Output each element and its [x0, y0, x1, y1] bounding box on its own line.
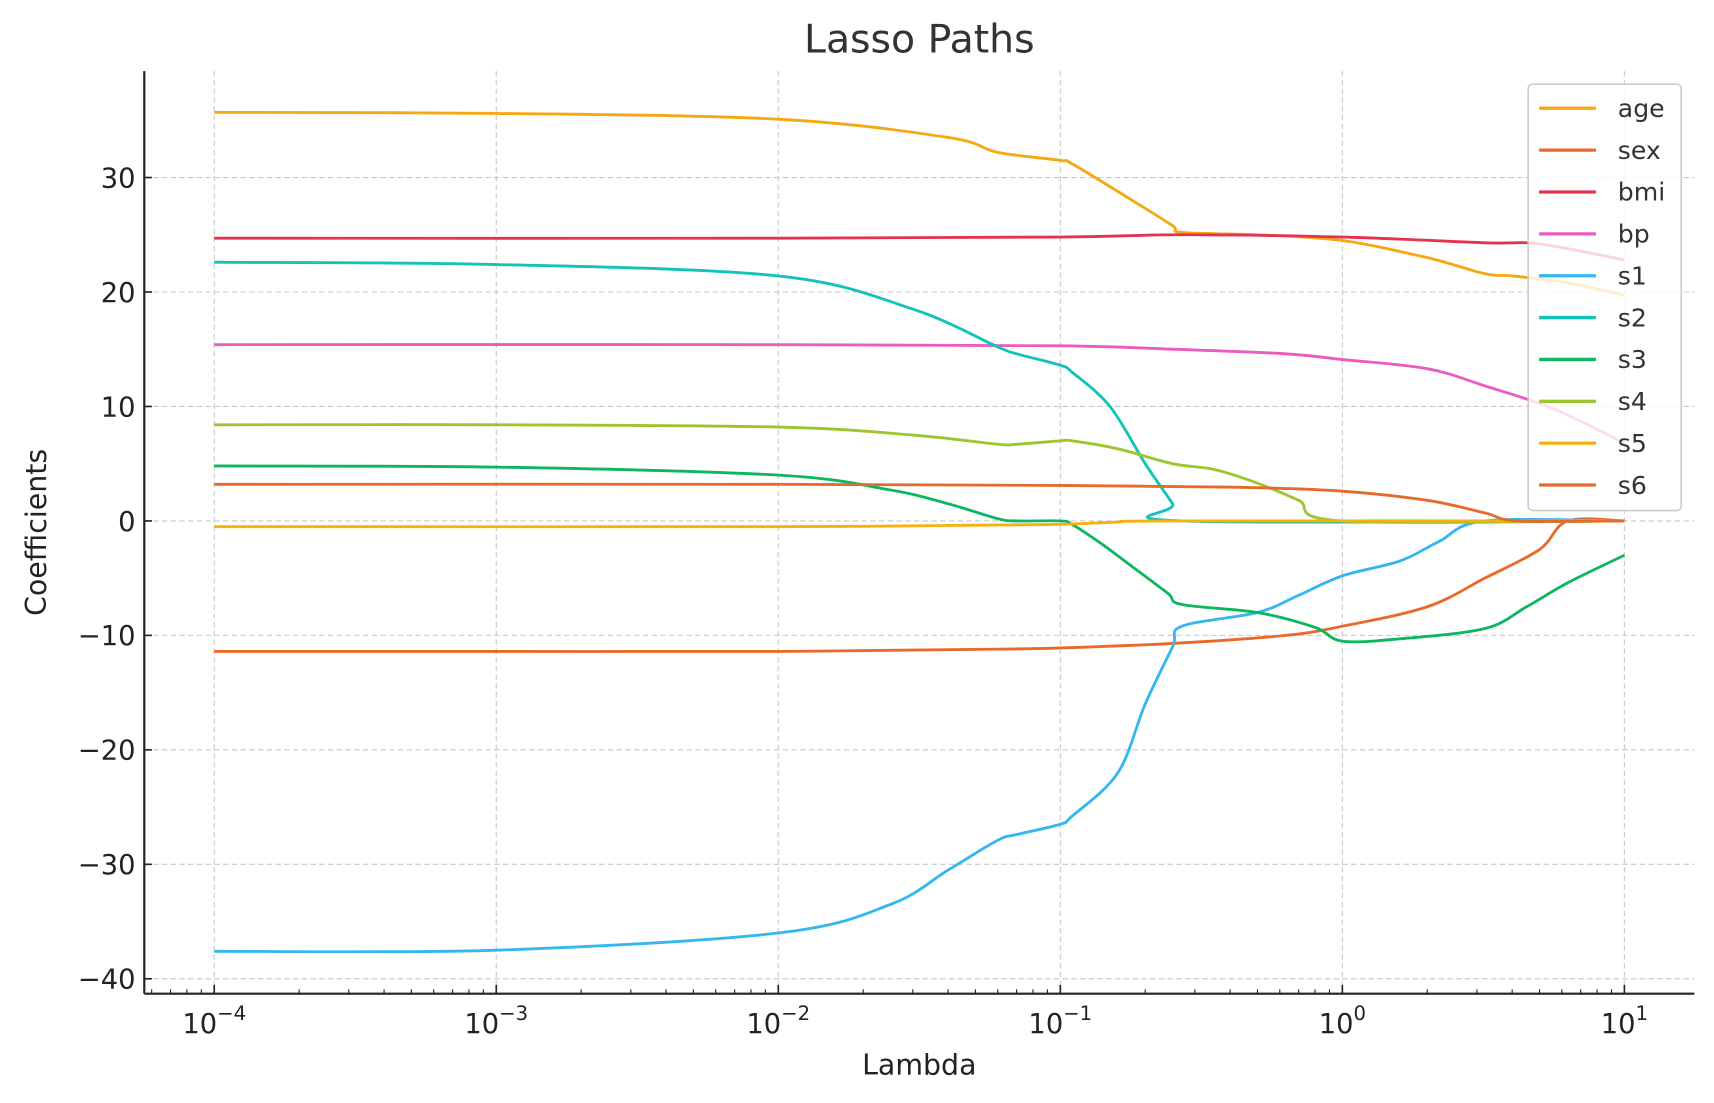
x-tick-label: 10−1 [1028, 1002, 1092, 1040]
legend: age sex bmi bp s1 s2 s3 s4 s5 s6 [1527, 83, 1683, 512]
x-tick-label: 10−4 [182, 1002, 246, 1040]
legend-label-s1: s1 [1618, 261, 1647, 290]
legend-label-sex: sex [1618, 136, 1661, 165]
series-line-age [214, 110, 1625, 297]
chart-title: Lasso Paths [804, 16, 1035, 62]
series-line-s6 [214, 482, 1625, 523]
x-tick-label: 100 [1319, 1002, 1366, 1040]
y-tick-label: 10 [101, 392, 136, 423]
legend-label-s6: s6 [1618, 471, 1647, 500]
axes: 10−4 10−3 10−2 10−1 100 1013020100−10−20−30−4… [78, 71, 1695, 1040]
series-line-bmi [214, 233, 1625, 262]
series-line-s4 [214, 423, 1625, 524]
series-line-sex [214, 517, 1625, 654]
y-tick-label: 0 [118, 507, 135, 538]
y-tick-label: −20 [78, 736, 136, 767]
legend-label-bmi: bmi [1618, 178, 1665, 207]
x-tick-label: 10−3 [464, 1002, 528, 1040]
series-lines [214, 110, 1626, 954]
grid [144, 71, 1695, 994]
series-line-s3 [214, 464, 1626, 644]
y-tick-label: −10 [78, 621, 136, 652]
legend-label-s4: s4 [1618, 387, 1647, 416]
y-tick-label: −30 [78, 850, 136, 881]
series-line-s1 [214, 517, 1625, 954]
x-axis-label: Lambda [862, 1049, 976, 1082]
y-tick-label: 30 [101, 163, 136, 194]
legend-label-age: age [1618, 94, 1665, 123]
y-axis-label: Coefficients [20, 449, 53, 616]
x-tick-label: 10−2 [746, 1002, 810, 1040]
x-tick-label: 101 [1601, 1002, 1648, 1040]
series-line-s2 [214, 260, 1625, 524]
series-line-s5 [214, 519, 1625, 529]
legend-label-bp: bp [1618, 220, 1650, 249]
series-line-bp [214, 343, 1626, 445]
y-tick-label: 20 [101, 278, 136, 309]
legend-label-s5: s5 [1618, 429, 1647, 458]
legend-label-s3: s3 [1618, 345, 1647, 374]
y-tick-label: −40 [78, 965, 136, 996]
legend-label-s2: s2 [1618, 303, 1647, 332]
